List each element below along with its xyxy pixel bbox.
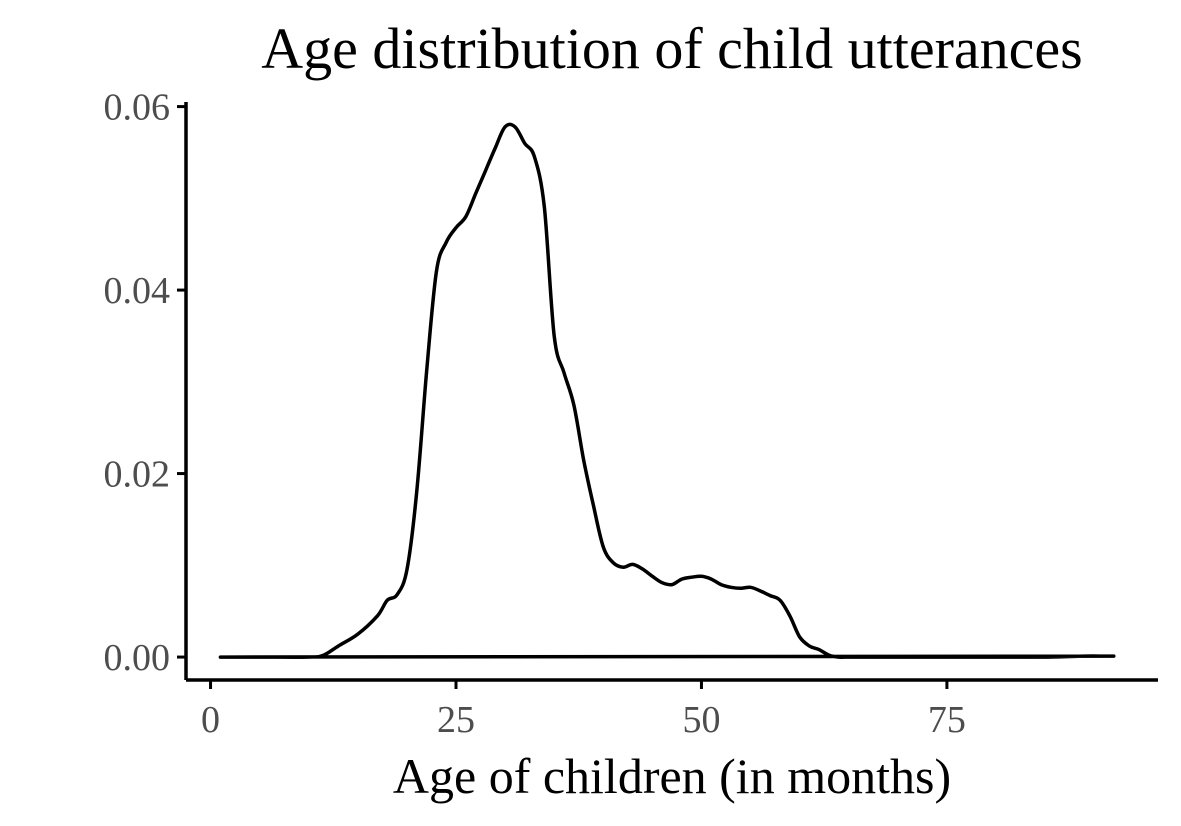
x-axis-label: Age of children (in months) bbox=[393, 748, 951, 804]
y-tick-label: 0.06 bbox=[104, 87, 171, 129]
x-tick-label: 75 bbox=[928, 699, 966, 741]
density-line bbox=[218, 122, 1116, 659]
x-axis: 0 25 50 75 bbox=[186, 678, 1158, 741]
x-tick-label: 0 bbox=[201, 699, 220, 741]
y-axis: 0.00 0.02 0.04 0.06 bbox=[104, 87, 188, 680]
x-tick-label: 25 bbox=[437, 699, 475, 741]
x-tick-label: 50 bbox=[682, 699, 720, 741]
y-tick-label: 0.02 bbox=[104, 454, 171, 496]
chart-title: Age distribution of child utterances bbox=[261, 16, 1082, 81]
y-tick-label: 0.00 bbox=[104, 637, 171, 679]
y-tick-label: 0.04 bbox=[104, 270, 171, 312]
